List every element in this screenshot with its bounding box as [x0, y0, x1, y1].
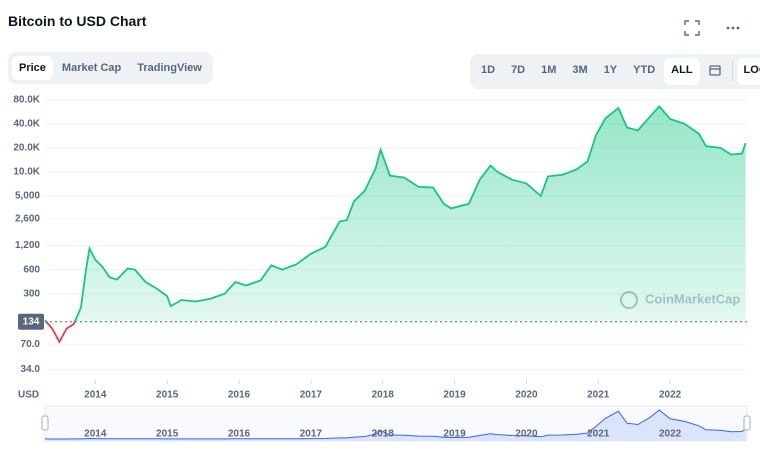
range-button[interactable]: YTD [633, 64, 656, 76]
y-tick-label: 80.0K [13, 94, 40, 105]
reference-label-box [18, 313, 44, 330]
tab-group: Price Market Cap TradingView [8, 52, 213, 84]
y-tick-label: 5,000 [15, 191, 40, 202]
x-tick-label: 2020 [515, 390, 538, 401]
calendar-button[interactable] [702, 58, 728, 85]
y-tick-label: 300 [23, 288, 40, 299]
navigator-line [44, 409, 746, 440]
x-tick-label: 2021 [587, 390, 610, 401]
x-tick-label: 2015 [156, 390, 179, 401]
navigator-year-label: 2017 [300, 429, 323, 440]
range-button[interactable]: 7D [511, 64, 526, 76]
x-tick-label: 2018 [372, 390, 395, 401]
fullscreen-icon[interactable] [684, 20, 700, 36]
tab-button[interactable]: Market Cap [61, 62, 122, 74]
navigator-year-label: 2018 [372, 429, 395, 440]
x-tick-label: 2019 [443, 390, 466, 401]
range-button[interactable]: 1M [541, 64, 557, 76]
navigator-handle[interactable] [743, 415, 751, 431]
navigator-year-label: 2022 [659, 429, 682, 440]
navigator-year-label: 2021 [587, 429, 610, 440]
toolbar-icons [684, 20, 740, 36]
price-area [45, 106, 746, 322]
navigator-year-label: 2015 [156, 429, 179, 440]
navigator-year-label: 2014 [84, 429, 107, 440]
x-tick-label: 2016 [228, 390, 251, 401]
navigator-handle[interactable] [41, 415, 49, 431]
range-button[interactable]: 1D [481, 64, 496, 76]
y-tick-label: 34.0 [21, 364, 41, 375]
y-tick-label: 70.0 [21, 339, 41, 350]
more-icon[interactable] [736, 26, 740, 30]
x-tick-label: 2022 [659, 390, 682, 401]
y-tick-label: 40.0K [13, 118, 40, 129]
navigator-area [45, 410, 746, 441]
navigator-year-label: 2016 [228, 429, 251, 440]
y-tick-label: 2,600 [15, 213, 40, 224]
more-icon[interactable] [731, 26, 735, 30]
x-tick-label: 2017 [300, 390, 323, 401]
range-button[interactable]: ALL [664, 58, 700, 85]
axis-unit: USD [18, 390, 39, 401]
y-tick-label: 10.0K [13, 167, 40, 178]
more-icon[interactable] [726, 26, 730, 30]
y-tick-label: 600 [23, 264, 40, 275]
range-button[interactable]: 1Y [603, 64, 618, 76]
calendar-icon [708, 65, 721, 76]
chart-title: Bitcoin to USD Chart [8, 13, 147, 29]
tab-button[interactable]: Price [12, 56, 53, 80]
price-line [44, 105, 747, 322]
tab-button[interactable]: TradingView [137, 62, 202, 74]
navigator-year-label: 2020 [515, 429, 538, 440]
reference-label: 134 [23, 316, 40, 327]
log-button[interactable]: LOG [736, 58, 760, 85]
navigator-year-label: 2019 [443, 429, 466, 440]
y-tick-label: 1,200 [15, 240, 40, 251]
x-tick-label: 2014 [84, 390, 107, 401]
range-button[interactable]: 3M [572, 64, 588, 76]
y-tick-label: 20.0K [13, 143, 40, 154]
range-group: 1D 7D 1M 3M 1Y YTD ALL LOG [470, 54, 760, 89]
separator [731, 62, 733, 81]
